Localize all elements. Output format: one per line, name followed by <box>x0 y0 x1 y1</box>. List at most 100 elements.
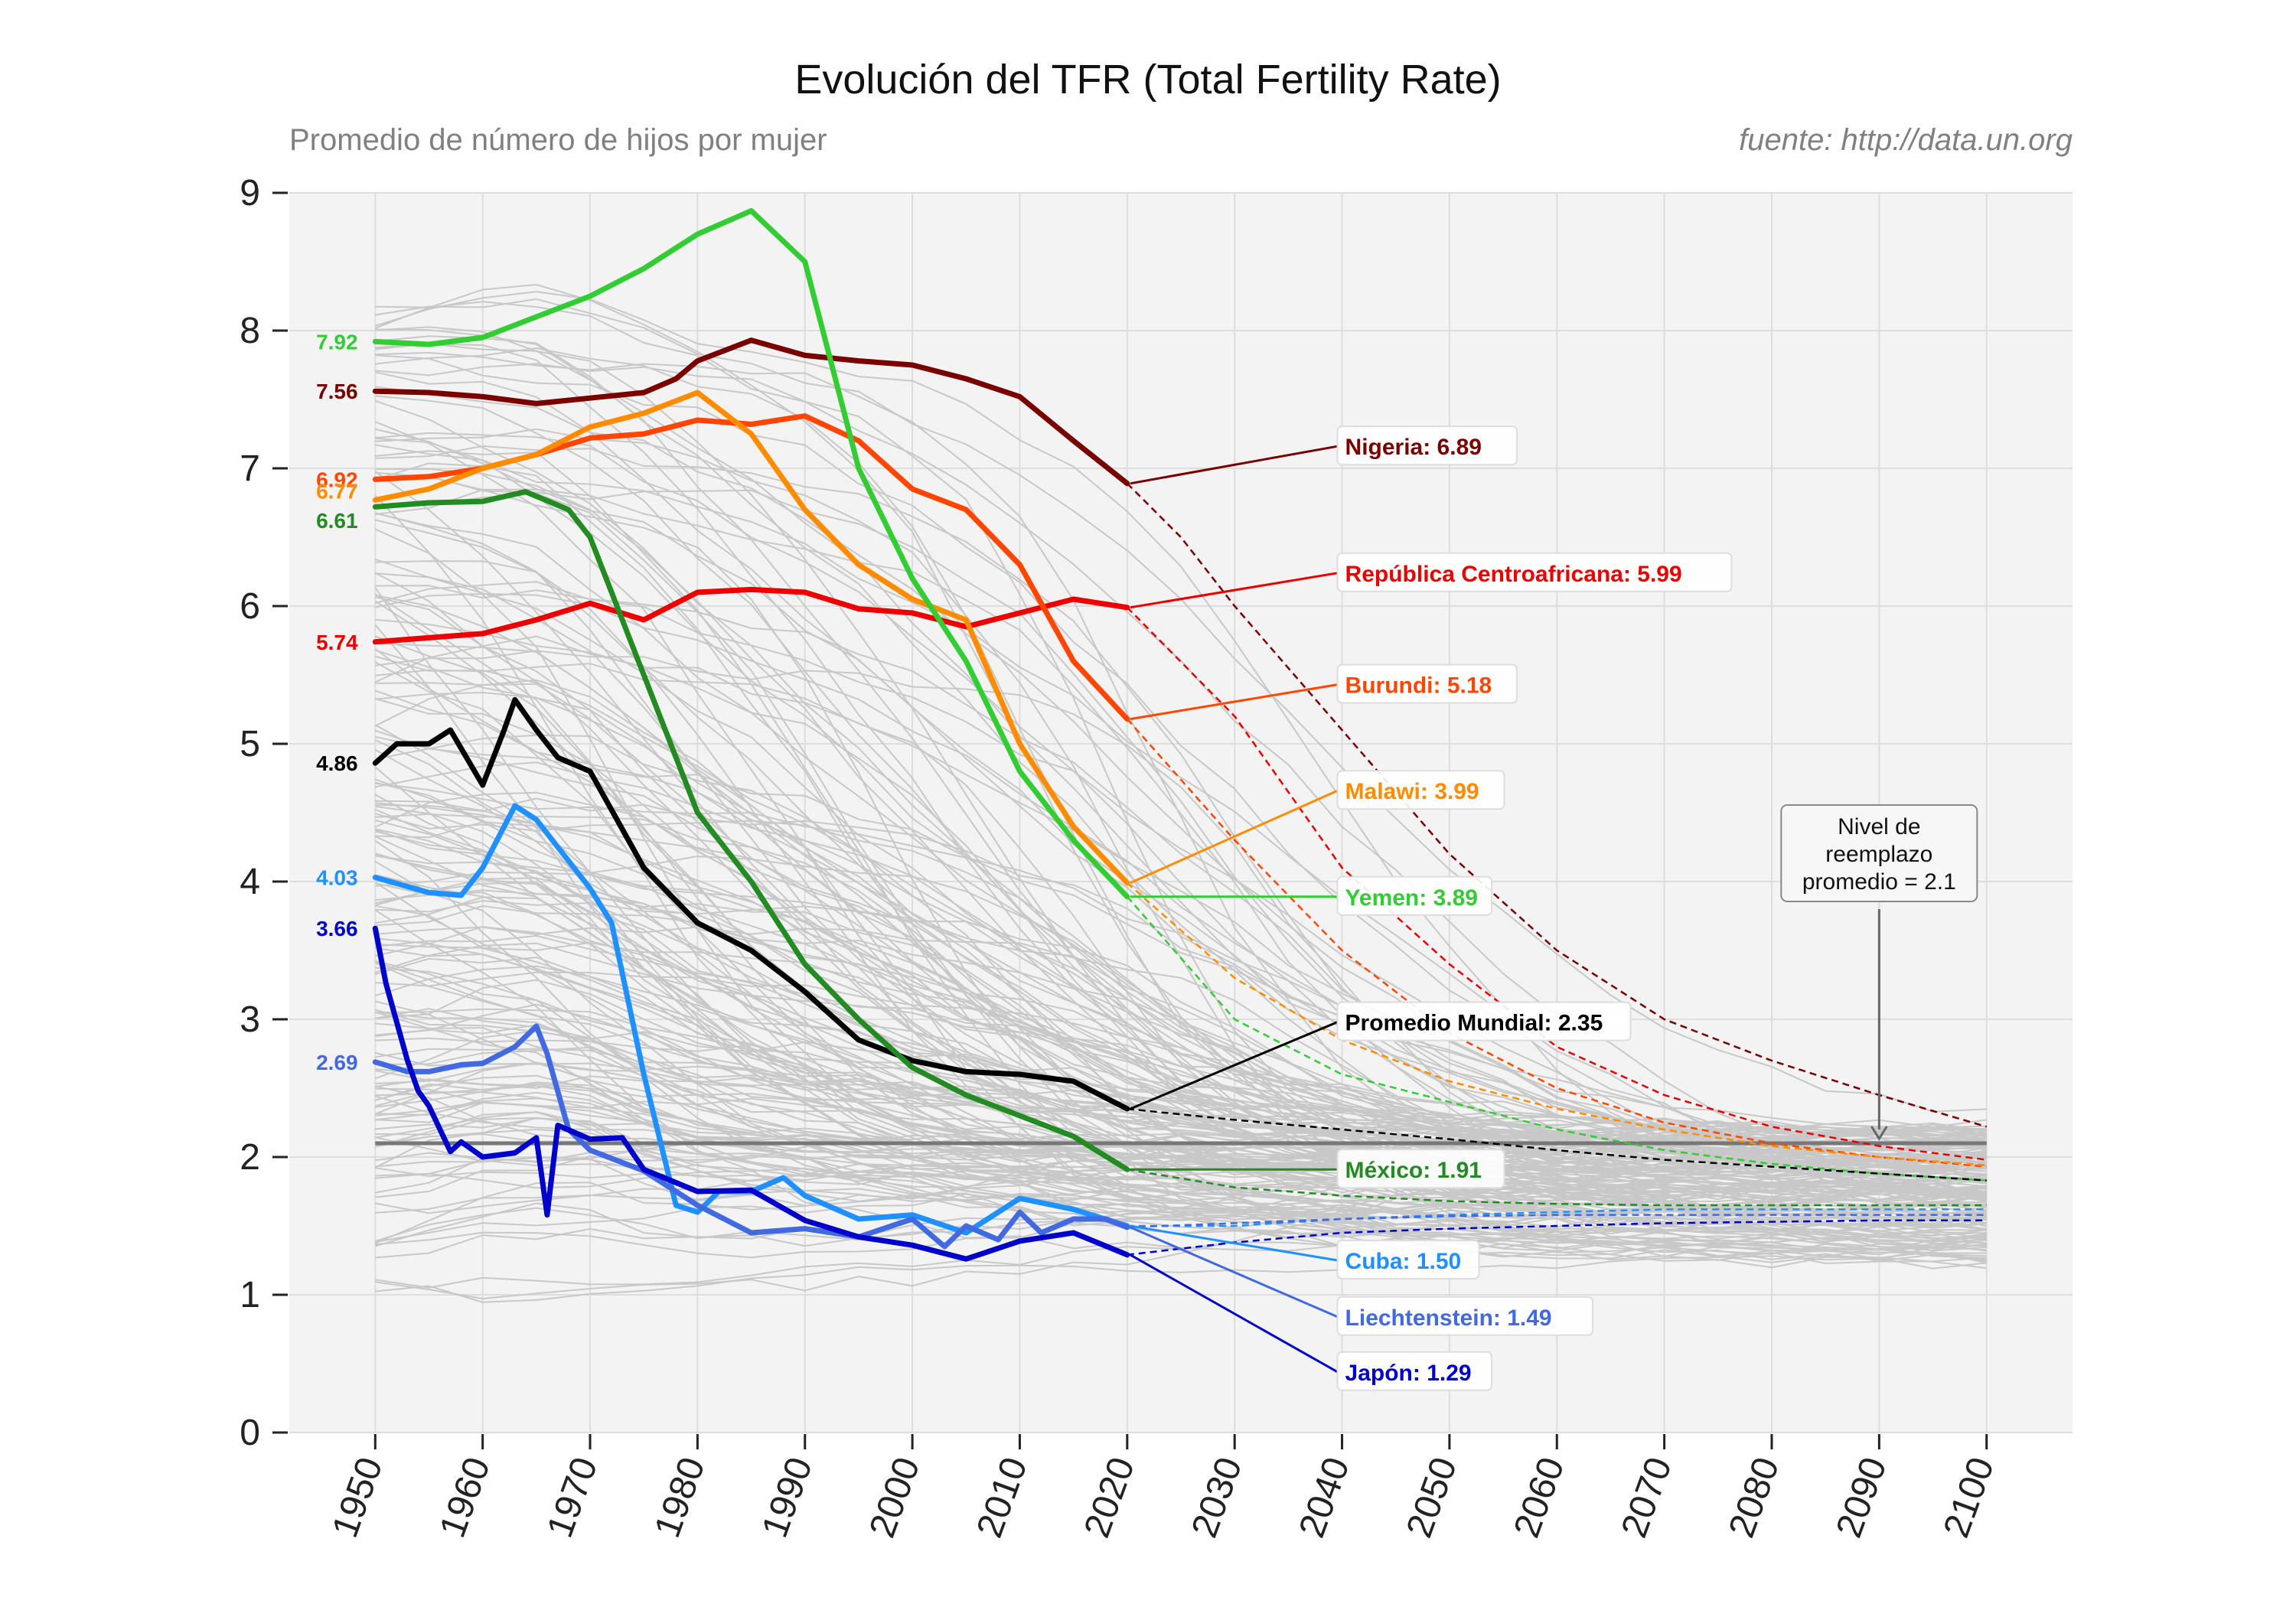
highlighted-series <box>372 207 1988 1262</box>
end-label-box <box>1336 552 1733 592</box>
start-value-label: 3.66 <box>316 917 358 940</box>
country-line <box>375 813 1987 1261</box>
projection-line <box>1126 606 1987 1161</box>
x-tick-label: 2070 <box>1614 1452 1680 1543</box>
country-line <box>375 852 1987 1250</box>
chart-subtitle: Promedio de número de hijos por mujer <box>289 123 827 157</box>
y-tick-label: 3 <box>240 999 260 1040</box>
chart-title: Evolución del TFR (Total Fertility Rate) <box>794 57 1501 103</box>
y-tick-label: 6 <box>240 586 260 627</box>
country-line <box>375 1136 1987 1199</box>
country-line <box>375 650 1987 1169</box>
leader-line <box>1130 683 1338 721</box>
projection-line <box>1127 1214 1987 1229</box>
country-line <box>375 979 1987 1247</box>
series-line <box>372 390 1130 886</box>
leader-line <box>1130 1226 1339 1319</box>
chart-source: fuente: http://data.un.org <box>1739 123 2073 157</box>
projection-line <box>1127 1219 1987 1257</box>
country-line <box>375 1116 1987 1148</box>
end-value-label: Yemen: 3.89 <box>1345 885 1478 911</box>
country-line <box>375 328 1987 1243</box>
y-tick-label: 9 <box>240 173 260 214</box>
country-line <box>374 635 1987 1195</box>
country-line <box>375 761 1987 1201</box>
end-value-label: República Centroafricana: 5.99 <box>1345 562 1682 587</box>
country-line <box>375 1182 1987 1243</box>
x-tick-label: 2090 <box>1828 1452 1894 1543</box>
projection-line <box>1126 895 1987 1182</box>
leader-line <box>1130 572 1338 609</box>
x-tick-label: 1960 <box>432 1452 498 1543</box>
x-tick-label: 2100 <box>1936 1452 2002 1543</box>
end-label-box <box>1336 770 1505 810</box>
x-tick-label: 2060 <box>1506 1452 1572 1543</box>
x-tick-label: 2040 <box>1292 1452 1358 1543</box>
country-line <box>375 1083 1987 1234</box>
end-value-label: Malawi: 3.99 <box>1345 779 1479 804</box>
end-value-label: Cuba: 1.50 <box>1345 1249 1462 1274</box>
series-line <box>372 207 1130 900</box>
start-value-label: 6.77 <box>316 479 358 503</box>
country-line <box>375 926 1987 1185</box>
country-line <box>375 934 1987 1140</box>
country-line <box>374 808 1987 1137</box>
country-line <box>375 655 1987 1204</box>
country-line <box>375 782 1987 1150</box>
start-value-label: 6.61 <box>316 509 358 533</box>
start-value-label: 4.03 <box>316 866 358 890</box>
start-value-label: 4.86 <box>316 751 358 775</box>
country-line <box>374 679 1987 1232</box>
series-line <box>372 803 1130 1236</box>
y-tick-label: 8 <box>240 311 260 351</box>
country-line <box>375 1186 1987 1242</box>
leader-line <box>1130 1021 1339 1110</box>
end-label-box <box>1336 1149 1505 1189</box>
x-tick-label: 2010 <box>969 1452 1035 1543</box>
x-tick-label: 2000 <box>862 1452 928 1543</box>
y-tick-label: 1 <box>240 1275 260 1315</box>
end-value-label: Liechtenstein: 1.49 <box>1345 1305 1552 1331</box>
end-label-box <box>1336 1296 1594 1336</box>
country-line <box>375 642 1987 1146</box>
series-line <box>372 489 1130 1172</box>
country-line <box>374 881 1987 1175</box>
country-line <box>375 926 1987 1165</box>
projection-line <box>1126 882 1987 1167</box>
x-tick-label: 1970 <box>540 1452 605 1543</box>
country-line <box>375 1000 1987 1221</box>
country-line <box>375 395 1987 1205</box>
country-line <box>375 854 1987 1174</box>
x-tick-label: 2020 <box>1077 1452 1143 1543</box>
projection-line <box>1127 1168 1987 1207</box>
note-text: promedio = 2.1 <box>1802 869 1956 895</box>
country-line <box>374 860 1987 1227</box>
country-line <box>375 1101 1987 1192</box>
note-text: Nivel de <box>1838 814 1920 839</box>
country-line <box>374 961 1987 1178</box>
country-line <box>375 781 1987 1138</box>
end-value-label: Burundi: 5.18 <box>1345 673 1492 699</box>
x-tick-label: 1980 <box>647 1452 713 1543</box>
start-value-label: 7.56 <box>316 380 358 403</box>
y-tick-label: 0 <box>240 1413 260 1453</box>
country-line <box>375 882 1987 1182</box>
start-value-label: 7.92 <box>316 330 358 354</box>
country-line <box>375 351 1987 1177</box>
x-tick-label: 1990 <box>755 1452 820 1543</box>
country-line <box>374 471 1987 1249</box>
leader-line <box>1130 1224 1338 1262</box>
projection-line <box>1127 1107 1987 1182</box>
y-tick-label: 2 <box>240 1137 260 1178</box>
series-line <box>372 1023 1130 1250</box>
y-tick-label: 7 <box>240 448 260 489</box>
series-line <box>372 586 1130 645</box>
leader-line <box>1130 445 1338 485</box>
end-label-box <box>1336 1351 1493 1391</box>
end-value-label: México: 1.91 <box>1345 1158 1482 1183</box>
country-line <box>375 1024 1987 1215</box>
projection-line <box>1127 1208 1987 1227</box>
end-value-label: Promedio Mundial: 2.35 <box>1345 1011 1603 1036</box>
y-tick-label: 4 <box>240 862 260 902</box>
